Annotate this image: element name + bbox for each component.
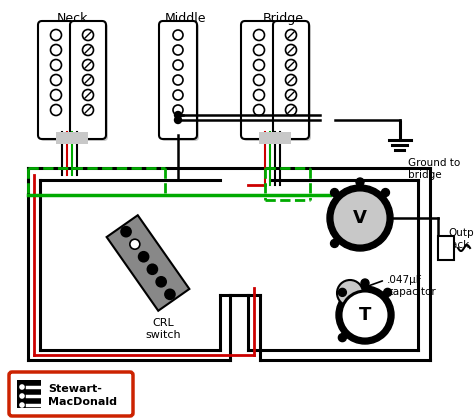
Text: Bridge: Bridge (263, 12, 303, 25)
Circle shape (173, 105, 183, 115)
Circle shape (338, 289, 346, 297)
Text: V: V (353, 209, 367, 227)
Circle shape (82, 74, 93, 86)
Bar (56, 132, 88, 144)
Circle shape (327, 185, 393, 251)
Circle shape (165, 289, 175, 299)
Circle shape (285, 74, 297, 86)
Circle shape (19, 393, 25, 399)
Circle shape (174, 111, 182, 118)
Circle shape (254, 105, 264, 116)
Circle shape (341, 291, 389, 339)
Circle shape (51, 45, 62, 55)
Text: CRL
switch: CRL switch (145, 318, 181, 340)
Circle shape (19, 384, 25, 390)
Circle shape (285, 60, 297, 71)
Circle shape (330, 189, 338, 197)
Circle shape (82, 105, 93, 116)
Circle shape (338, 333, 346, 341)
Text: Stewart-: Stewart- (48, 384, 102, 394)
Circle shape (147, 264, 157, 274)
Circle shape (173, 60, 183, 70)
Circle shape (173, 75, 183, 85)
FancyBboxPatch shape (275, 23, 311, 141)
FancyBboxPatch shape (241, 21, 277, 139)
Circle shape (156, 277, 166, 287)
Text: MacDonald: MacDonald (48, 397, 117, 407)
Circle shape (82, 89, 93, 100)
Circle shape (173, 90, 183, 100)
Circle shape (173, 30, 183, 40)
Circle shape (361, 279, 369, 287)
Circle shape (336, 286, 394, 344)
Bar (17, 380, 41, 408)
FancyBboxPatch shape (38, 21, 74, 139)
Circle shape (82, 45, 93, 55)
FancyBboxPatch shape (273, 21, 309, 139)
FancyBboxPatch shape (161, 23, 199, 141)
Circle shape (356, 178, 364, 186)
Text: Neck: Neck (56, 12, 88, 25)
FancyBboxPatch shape (70, 21, 106, 139)
Circle shape (285, 29, 297, 40)
Circle shape (254, 60, 264, 71)
Text: Output
jack: Output jack (448, 228, 474, 249)
FancyBboxPatch shape (72, 23, 108, 141)
Circle shape (51, 60, 62, 71)
Circle shape (173, 45, 183, 55)
Circle shape (51, 74, 62, 86)
Circle shape (330, 239, 338, 247)
Circle shape (138, 252, 149, 262)
Circle shape (332, 190, 388, 246)
FancyBboxPatch shape (159, 21, 197, 139)
Circle shape (254, 74, 264, 86)
Text: T: T (359, 306, 371, 324)
FancyBboxPatch shape (9, 372, 133, 416)
Circle shape (51, 89, 62, 100)
Text: Ground to
bridge: Ground to bridge (408, 158, 460, 180)
Circle shape (337, 280, 363, 306)
Bar (438, 236, 454, 260)
Circle shape (254, 89, 264, 100)
Circle shape (285, 45, 297, 55)
Circle shape (51, 105, 62, 116)
FancyBboxPatch shape (243, 23, 279, 141)
Circle shape (383, 289, 392, 297)
Circle shape (254, 45, 264, 55)
Circle shape (130, 239, 140, 249)
Circle shape (174, 116, 182, 123)
Polygon shape (107, 215, 190, 311)
Circle shape (19, 402, 25, 408)
Circle shape (382, 189, 390, 197)
Text: .047μF
capacitor: .047μF capacitor (387, 275, 436, 297)
Circle shape (121, 227, 131, 236)
Circle shape (82, 29, 93, 40)
Circle shape (285, 89, 297, 100)
Circle shape (285, 105, 297, 116)
Circle shape (254, 29, 264, 40)
Circle shape (51, 29, 62, 40)
Circle shape (82, 60, 93, 71)
Bar (259, 132, 291, 144)
FancyBboxPatch shape (40, 23, 76, 141)
Text: Middle: Middle (165, 12, 207, 25)
